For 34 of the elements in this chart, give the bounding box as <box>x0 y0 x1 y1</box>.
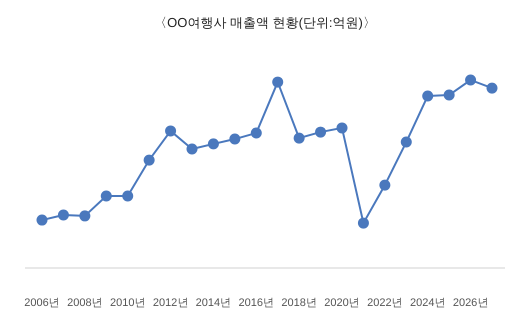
point <box>444 90 455 101</box>
point <box>36 214 48 226</box>
point <box>465 74 476 86</box>
point <box>272 76 284 88</box>
point <box>379 180 390 191</box>
x-tick-label: 2008년 <box>67 297 103 309</box>
x-tick-label: 2010년 <box>110 297 146 309</box>
point <box>358 218 369 229</box>
point <box>79 210 90 222</box>
point <box>315 126 326 138</box>
point <box>144 154 155 166</box>
point <box>208 138 219 150</box>
point <box>294 132 305 144</box>
point <box>100 190 112 202</box>
x-tick-label: 2018년 <box>281 297 317 309</box>
chart-title: 〈OO여행사 매출액 현황(단위:억원)〉 <box>154 15 376 30</box>
x-tick-label: 2026년 <box>452 297 488 309</box>
point <box>58 209 69 220</box>
point <box>486 82 498 94</box>
point <box>250 128 262 139</box>
point <box>422 90 434 102</box>
point <box>122 190 134 202</box>
x-tick-label: 2020년 <box>324 297 360 309</box>
x-tick-label: 2022년 <box>367 297 403 309</box>
point <box>229 134 240 145</box>
x-tick-label: 2006년 <box>24 297 60 309</box>
point <box>165 125 176 136</box>
point <box>336 122 348 134</box>
point <box>400 136 412 148</box>
x-tick-label: 2014년 <box>196 297 232 309</box>
x-tick-label: 2016년 <box>238 297 274 309</box>
x-tick-label: 2012년 <box>152 297 188 309</box>
point <box>186 143 198 154</box>
x-tick-label: 2024년 <box>410 297 446 309</box>
